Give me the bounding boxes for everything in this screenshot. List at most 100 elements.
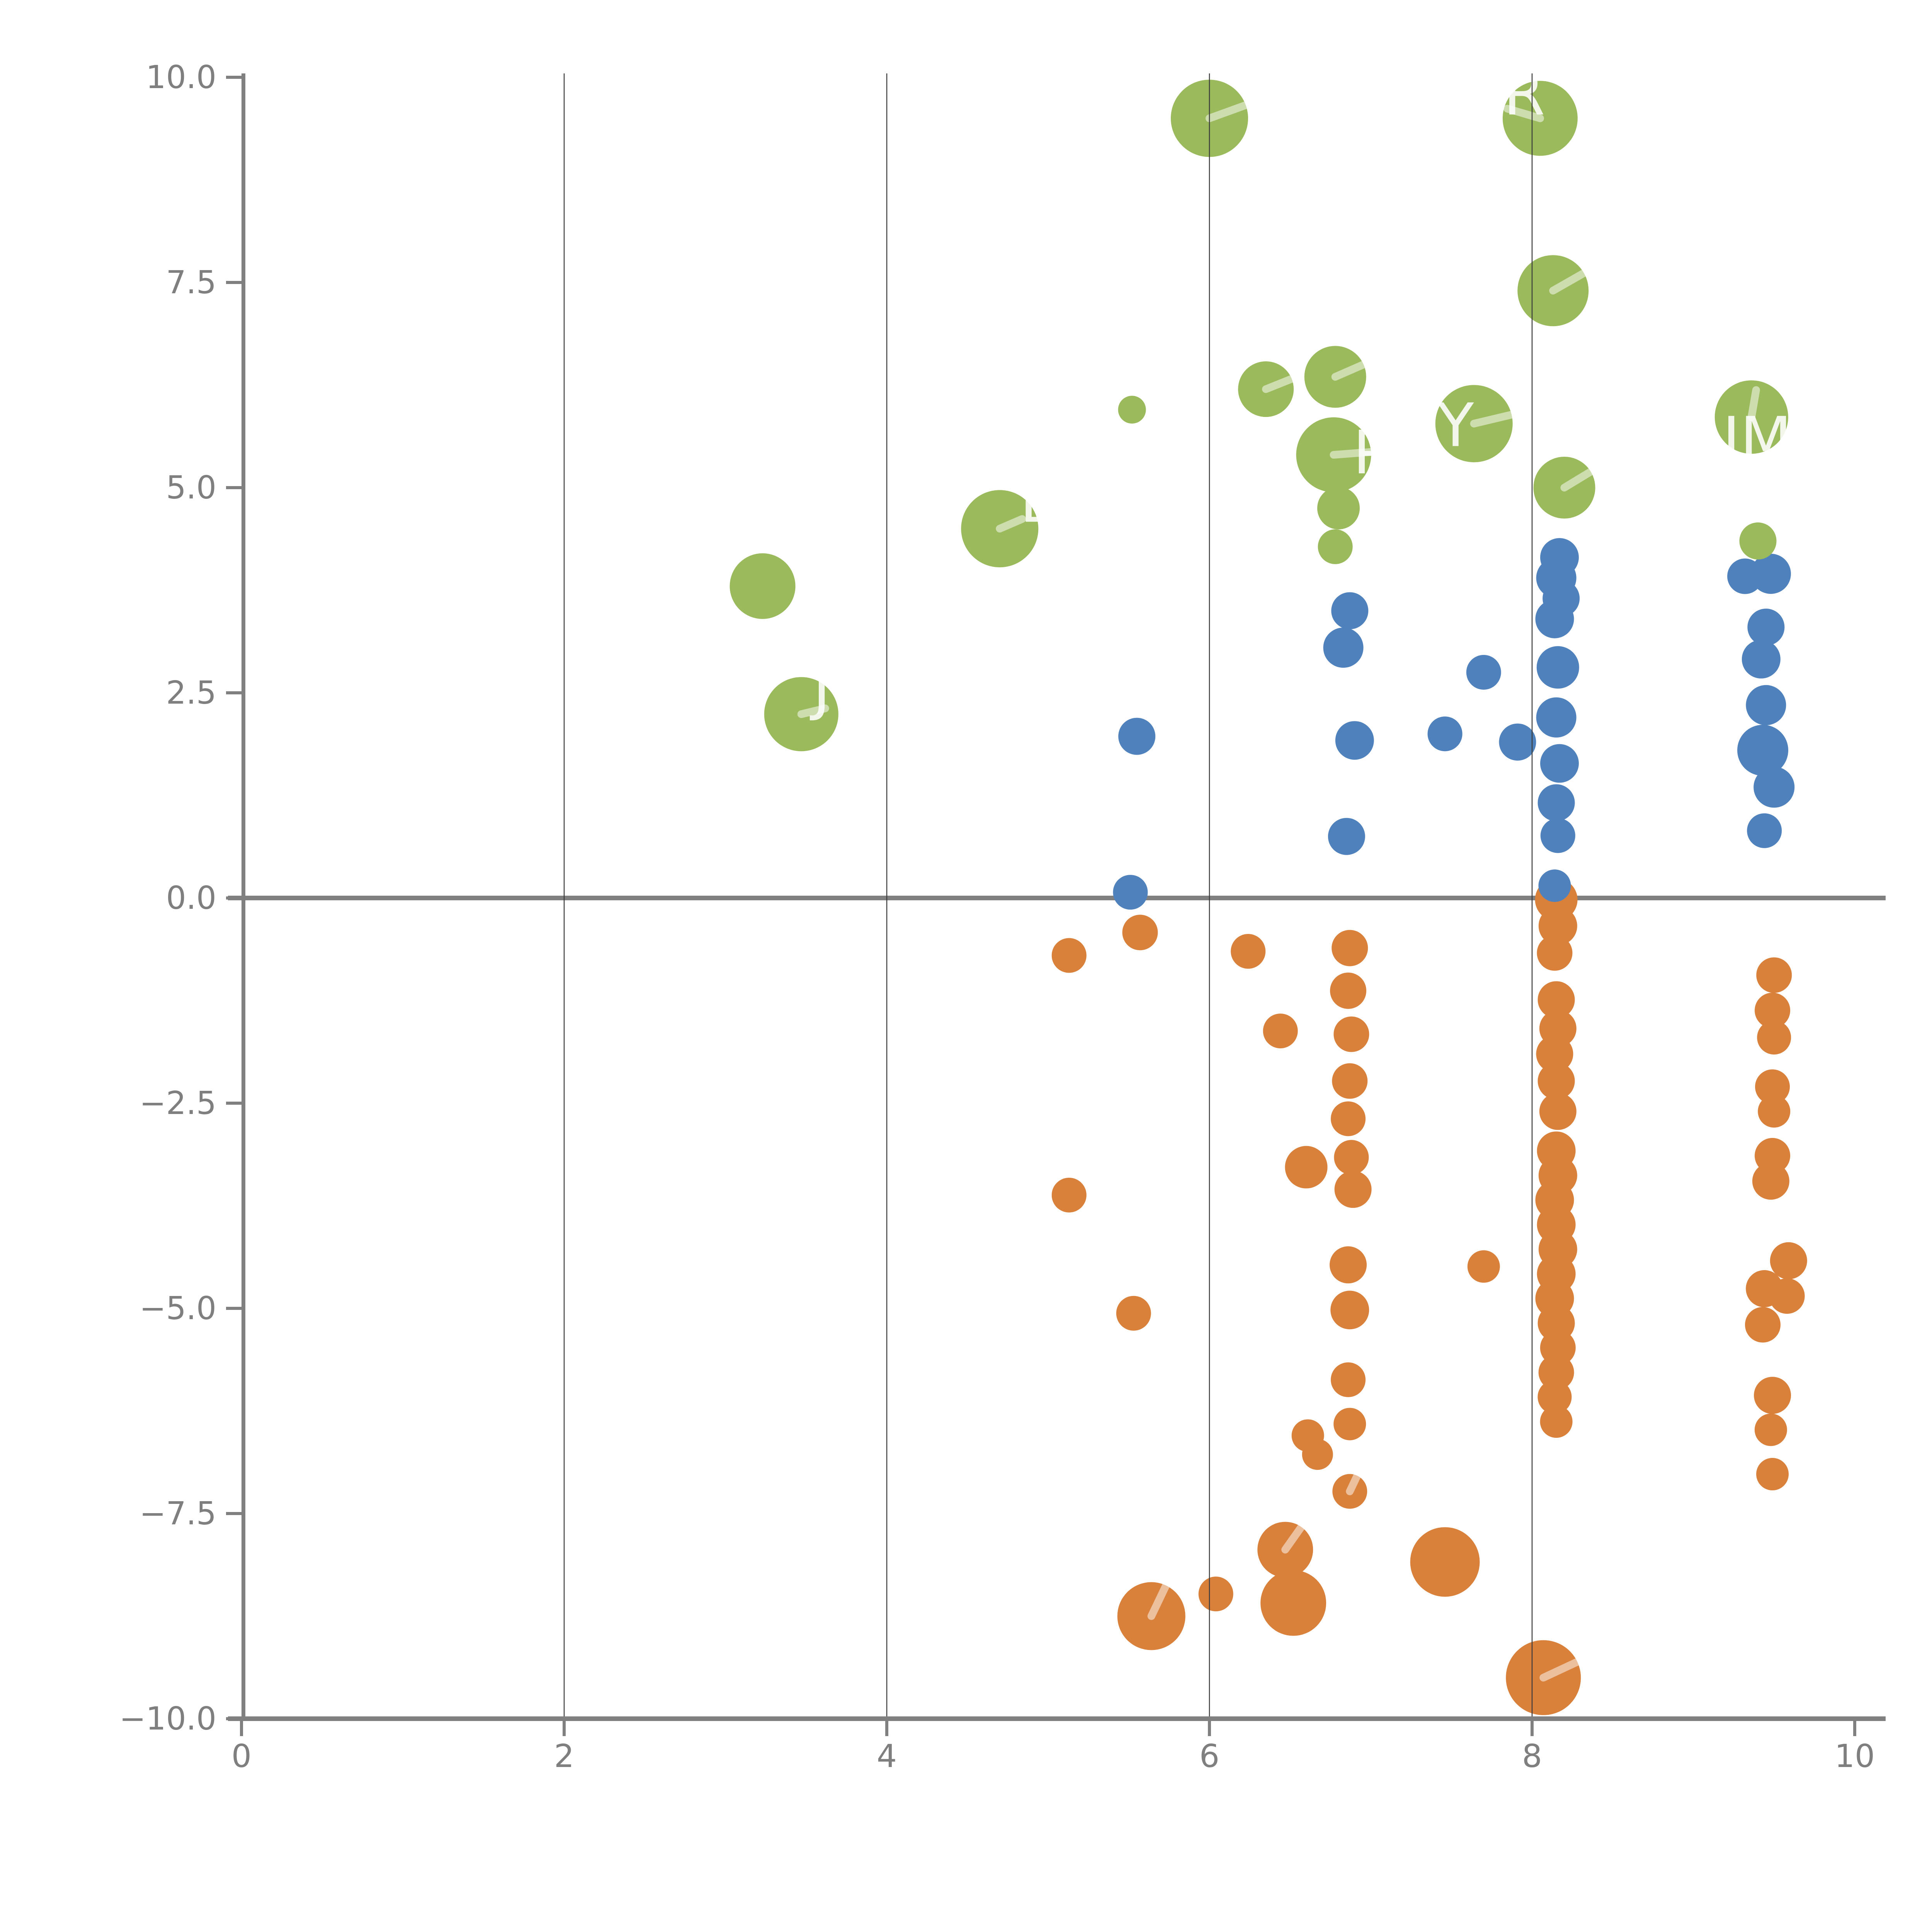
x-tick-label: 10: [1835, 1738, 1875, 1775]
orange-bubble: [1331, 1101, 1366, 1136]
green-bubble: [1318, 529, 1353, 564]
annotation-leader-line: [1560, 451, 1622, 492]
orange-bubble: [1051, 1177, 1087, 1213]
blue-bubble: [1537, 784, 1575, 821]
orange-bubble: [1331, 1362, 1366, 1397]
y-tick-label: −5.0: [139, 1290, 216, 1327]
blue-bubble: [1335, 721, 1374, 760]
annotation-leader-line: [1330, 448, 1378, 459]
orange-bubble: [1755, 992, 1791, 1028]
green-bubble: [730, 553, 796, 619]
orange-bubble: [1745, 1307, 1781, 1343]
bubbles-layer: R Y IM P B J: [730, 59, 1807, 1715]
orange-bubble: [1333, 1016, 1369, 1052]
bubble-label: R: [1503, 59, 1545, 129]
orange-bubble: [1755, 1069, 1790, 1104]
orange-bubble: [1537, 935, 1573, 971]
axes-layer: [226, 73, 1886, 1736]
orange-bubble: [1116, 1296, 1151, 1331]
y-tick-label: −10.0: [119, 1701, 216, 1737]
annotation-leader-line: [1549, 256, 1611, 295]
y-tick-label: −7.5: [139, 1495, 216, 1532]
orange-bubble: [1746, 1270, 1783, 1308]
blue-bubble: [1737, 724, 1789, 776]
annotation-leader-line: [1331, 346, 1401, 381]
orange-bubble: [1756, 957, 1792, 993]
blue-bubble: [1328, 818, 1365, 855]
orange-bubble: [1231, 934, 1266, 969]
y-tick-label: 5.0: [166, 469, 216, 506]
orange-bubble: [1332, 930, 1368, 966]
blue-bubble: [1538, 869, 1571, 902]
y-tick-label: 0.0: [166, 880, 216, 917]
x-tick-label: 8: [1522, 1738, 1542, 1775]
annotation-leader-line: [1206, 91, 1277, 122]
green-bubble: [1118, 396, 1146, 424]
blue-bubble: [1746, 685, 1786, 725]
bubble-label: Y: [1437, 390, 1474, 460]
blue-bubble: [1323, 628, 1364, 668]
orange-bubble: [1260, 1570, 1327, 1636]
blue-bubble: [1331, 592, 1369, 629]
orange-bubble: [1537, 981, 1575, 1019]
annotation-leader-line: [1346, 1451, 1371, 1495]
orange-bubble: [1302, 1439, 1333, 1470]
orange-bubble: [1285, 1146, 1328, 1189]
orange-bubble: [1122, 915, 1158, 951]
x-tick-label: 0: [231, 1738, 252, 1775]
orange-bubble: [1539, 1093, 1577, 1130]
orange-bubble: [1538, 906, 1577, 946]
green-bubble: [1739, 522, 1777, 560]
blue-bubble: [1750, 554, 1791, 594]
blue-bubble: [1536, 697, 1577, 738]
annotation-leader-line: [1470, 410, 1519, 428]
annotation-leader-line: [1281, 1499, 1322, 1554]
orange-bubble: [1467, 1250, 1500, 1283]
blue-bubble: [1540, 744, 1579, 783]
orange-bubble: [1051, 938, 1087, 973]
annotation-leader-line: [1147, 1568, 1177, 1620]
y-tick-label: 7.5: [166, 264, 216, 301]
tick-labels-layer: 10.0 7.5 5.0 2.5 0.0 −2.5 −5.0 −7.5 −10.0 0 2 4 6 8 10: [119, 59, 1875, 1775]
blue-bubble: [1113, 875, 1148, 910]
series-orange: [1051, 878, 1807, 1715]
y-tick-label: 10.0: [146, 59, 216, 96]
green-bubble: [1317, 487, 1360, 530]
x-tick-label: 6: [1199, 1738, 1219, 1775]
orange-bubble: [1330, 1246, 1367, 1284]
blue-bubble: [1427, 716, 1463, 752]
orange-bubble: [1198, 1577, 1233, 1612]
orange-bubble: [1754, 1377, 1791, 1414]
orange-bubble: [1332, 1063, 1368, 1099]
bubble-label: B: [1020, 466, 1061, 536]
blue-bubble: [1747, 609, 1785, 646]
orange-bubble: [1758, 1095, 1791, 1128]
orange-bubble: [1752, 1162, 1789, 1200]
orange-bubble: [1770, 1242, 1807, 1279]
orange-bubble: [1334, 1171, 1372, 1208]
blue-bubble: [1536, 646, 1579, 689]
blue-bubble: [1118, 718, 1156, 755]
y-tick-label: −2.5: [139, 1085, 216, 1122]
orange-bubble: [1410, 1527, 1480, 1597]
blue-bubble: [1540, 818, 1575, 853]
blue-bubble: [1535, 599, 1574, 638]
blue-bubble: [1747, 813, 1782, 848]
orange-bubble: [1537, 1380, 1572, 1414]
orange-bubble: [1263, 1014, 1298, 1049]
orange-bubble: [1754, 1413, 1787, 1446]
annotation-leader-line: [1503, 105, 1544, 122]
blue-bubble: [1466, 655, 1501, 690]
orange-bubble: [1330, 1291, 1369, 1330]
annotation-leader-line: [797, 704, 829, 718]
series-blue: [1113, 538, 1795, 910]
blue-bubble: [1742, 639, 1781, 679]
series-green: R Y IM P B J: [730, 59, 1792, 752]
annotation-leader-line: [1539, 1657, 1582, 1682]
annotation-leader-line: [996, 515, 1026, 533]
orange-bubble: [1330, 973, 1367, 1009]
y-tick-label: 2.5: [166, 675, 216, 711]
blue-bubble: [1753, 767, 1795, 808]
